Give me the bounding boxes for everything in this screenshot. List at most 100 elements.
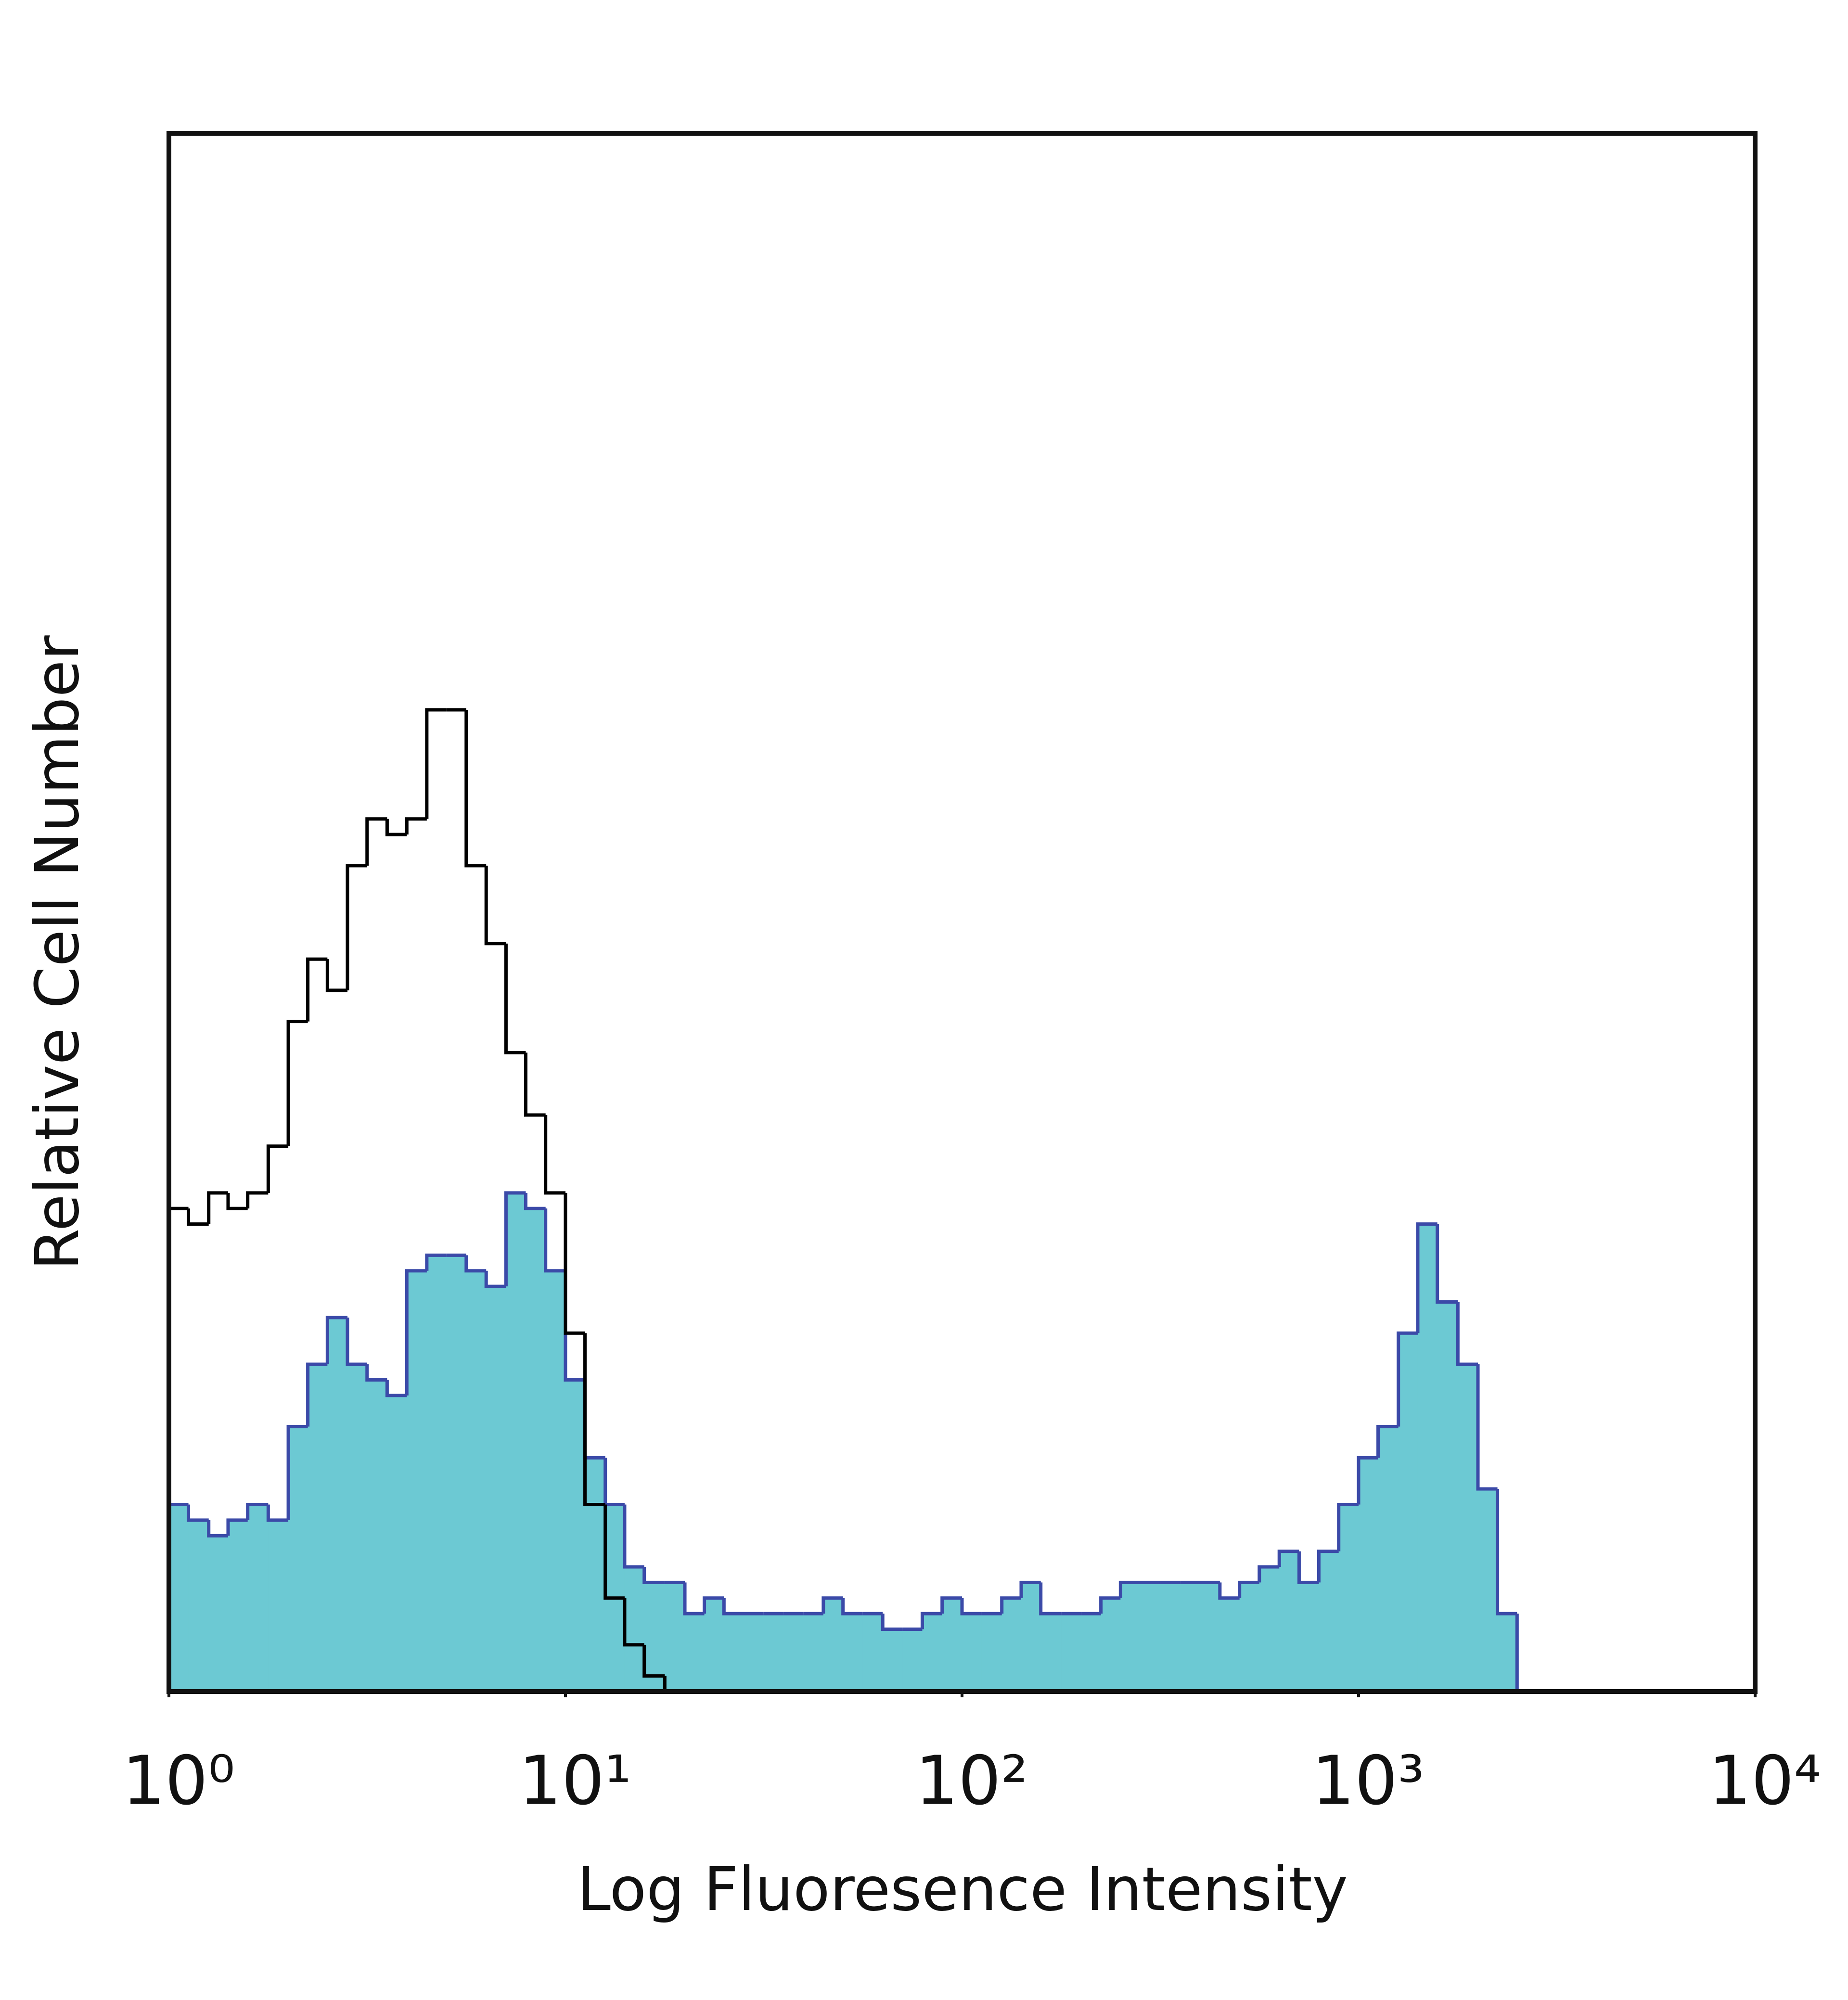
- histogram-bar: [1040, 1614, 1062, 1692]
- histogram-step: [464, 1255, 487, 1273]
- histogram-bar: [288, 1426, 308, 1692]
- histogram-step: [346, 1317, 367, 1366]
- histogram-step: [1000, 1596, 1021, 1614]
- histogram-bar: [1279, 1551, 1299, 1692]
- histogram-step: [623, 1598, 644, 1647]
- histogram-bar: [981, 1614, 1002, 1692]
- histogram-step: [821, 1596, 843, 1614]
- histogram-bar: [387, 1395, 407, 1692]
- histogram-step: [385, 819, 407, 836]
- histogram-step: [504, 943, 526, 1054]
- histogram-step: [703, 1596, 724, 1614]
- histogram-bar: [1160, 1582, 1181, 1692]
- x-axis-title: Log Fluoresence Intensity: [577, 1855, 1348, 1924]
- histogram-bar: [327, 1317, 348, 1692]
- histogram-step: [841, 1598, 863, 1615]
- histogram-bar: [1478, 1489, 1498, 1692]
- histogram-bar: [1101, 1598, 1121, 1692]
- histogram-step: [960, 1598, 982, 1615]
- histogram-step: [583, 1333, 605, 1506]
- histogram-bar: [862, 1614, 883, 1692]
- histogram-step: [504, 1191, 526, 1287]
- histogram-step: [365, 817, 387, 866]
- histogram-bar: [347, 1364, 368, 1692]
- histogram-step: [1436, 1224, 1458, 1304]
- histogram-bar: [704, 1598, 724, 1692]
- x-tick-label: 10⁰: [122, 1742, 235, 1821]
- histogram-bar: [1359, 1458, 1379, 1692]
- histogram-step: [346, 864, 367, 990]
- histogram-step: [544, 1115, 565, 1195]
- histogram-bar: [1497, 1614, 1517, 1692]
- histogram-bar: [1239, 1582, 1260, 1692]
- histogram-step: [1496, 1489, 1517, 1615]
- histogram-bar: [763, 1614, 784, 1692]
- histogram-bar: [208, 1536, 229, 1692]
- histogram-step: [306, 1362, 328, 1427]
- histogram-bar: [1180, 1582, 1200, 1692]
- histogram-step: [187, 1504, 209, 1522]
- histogram-step: [306, 957, 328, 1022]
- histogram-step: [683, 1582, 705, 1615]
- histogram-bar: [1437, 1302, 1458, 1692]
- histogram-bar: [486, 1286, 506, 1692]
- histogram-bar: [308, 1364, 328, 1692]
- histogram-step: [722, 1598, 744, 1615]
- histogram-step: [266, 1144, 289, 1193]
- histogram-step: [1416, 1222, 1437, 1333]
- histogram-step: [1277, 1550, 1299, 1567]
- histogram-bar: [823, 1598, 844, 1692]
- histogram-bar: [426, 1255, 447, 1692]
- histogram-bar: [1398, 1333, 1418, 1692]
- histogram-bar: [1299, 1582, 1319, 1692]
- histogram-bar: [883, 1629, 903, 1692]
- histogram-step: [1515, 1614, 1538, 1693]
- histogram-step: [1118, 1580, 1141, 1598]
- histogram-step: [1039, 1582, 1062, 1615]
- histogram-bar: [228, 1520, 248, 1692]
- x-tick-label: 10²: [915, 1742, 1028, 1821]
- histogram-step: [246, 1191, 269, 1209]
- histogram-step: [642, 1566, 665, 1584]
- histogram-step: [1099, 1596, 1121, 1614]
- histogram-step: [286, 1425, 308, 1520]
- histogram-step: [484, 865, 506, 946]
- histogram-bar: [624, 1566, 645, 1692]
- histogram-step: [385, 1380, 407, 1397]
- histogram-step: [1476, 1364, 1498, 1491]
- histogram-step: [464, 710, 487, 868]
- histogram-step: [226, 1518, 248, 1536]
- histogram-step: [1218, 1582, 1240, 1600]
- histogram-step: [484, 1270, 506, 1288]
- histogram-bar: [466, 1270, 487, 1692]
- histogram-bar: [1417, 1224, 1438, 1692]
- x-tick-label: 10⁴: [1708, 1742, 1821, 1821]
- histogram-step: [603, 1504, 625, 1600]
- histogram-step: [940, 1596, 962, 1614]
- histogram-bar: [585, 1458, 606, 1692]
- histogram-bar: [922, 1614, 943, 1692]
- histogram-bar: [188, 1520, 209, 1692]
- histogram-step: [266, 1504, 289, 1522]
- histogram-step: [425, 1253, 447, 1271]
- histogram-bar: [744, 1614, 764, 1692]
- histogram-bar: [1120, 1582, 1141, 1692]
- histogram-step: [187, 1208, 209, 1226]
- histogram-bar: [1021, 1582, 1041, 1692]
- histogram-step: [365, 1364, 387, 1382]
- histogram-step: [405, 817, 427, 835]
- histogram-bar: [783, 1614, 804, 1692]
- histogram-step: [1317, 1550, 1339, 1583]
- x-tick-label: 10³: [1312, 1742, 1424, 1821]
- histogram-bar: [1338, 1504, 1359, 1692]
- histogram-bar: [803, 1614, 824, 1692]
- histogram-bar: [565, 1380, 586, 1692]
- histogram-step: [246, 1502, 269, 1520]
- histogram-step: [881, 1614, 903, 1631]
- histogram-step: [286, 1020, 308, 1146]
- histogram-step: [544, 1208, 565, 1273]
- histogram-bar: [545, 1270, 566, 1692]
- histogram-bar: [644, 1582, 665, 1692]
- histogram-step: [603, 1458, 625, 1506]
